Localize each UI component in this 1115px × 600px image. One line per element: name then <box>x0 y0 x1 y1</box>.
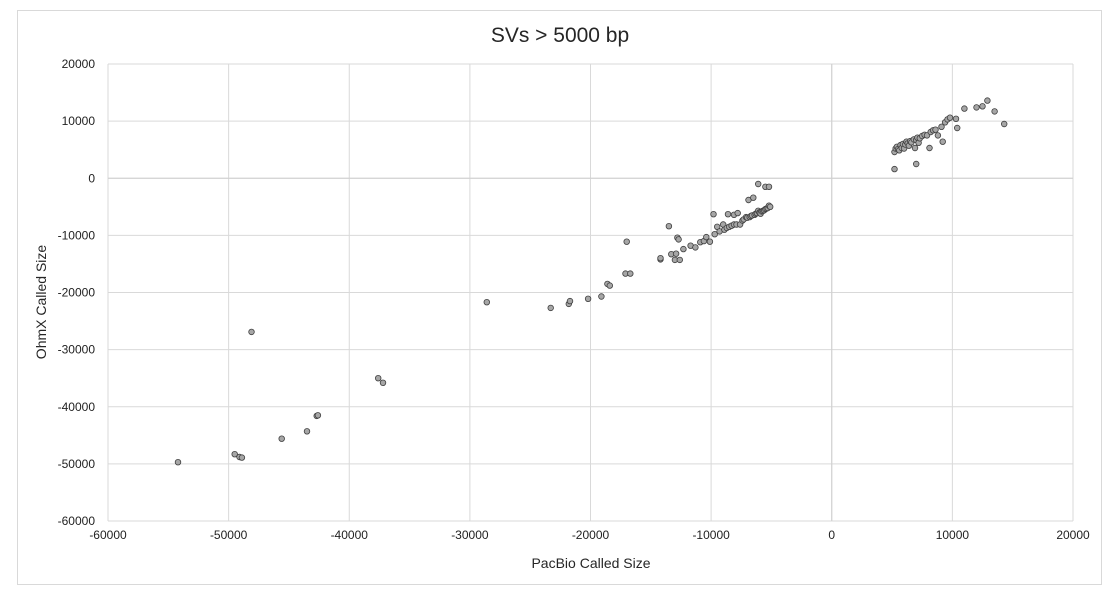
scatter-point <box>665 222 673 230</box>
scatter-point <box>952 115 960 122</box>
grid-lines <box>107 63 1074 522</box>
scatter-point <box>483 299 490 306</box>
y-tick-label: -60000 <box>58 514 96 528</box>
scatter-point <box>238 454 246 461</box>
scatter-point <box>724 210 732 218</box>
scatter-point <box>934 132 942 139</box>
scatter-point <box>938 123 945 130</box>
scatter-point <box>710 210 717 218</box>
x-tick-label: -40000 <box>331 528 369 542</box>
scatter-point <box>375 375 382 382</box>
scatter-point <box>566 297 574 305</box>
x-tick-label: 20000 <box>1056 528 1090 542</box>
scatter-point <box>692 244 699 251</box>
scatter-point <box>750 194 757 201</box>
y-axis-label: OhmX Called Size <box>33 245 49 360</box>
data-points <box>174 97 1008 466</box>
y-tick-label: -30000 <box>58 343 96 357</box>
scatter-point <box>946 114 954 121</box>
scatter-point <box>278 435 285 442</box>
y-tick-label: -50000 <box>58 457 96 471</box>
scatter-point <box>248 328 255 336</box>
x-tick-label: 10000 <box>936 528 970 542</box>
scatter-point <box>584 295 592 302</box>
y-tick-label: -10000 <box>58 228 96 242</box>
scatter-point <box>657 254 664 262</box>
scatter-point <box>627 270 634 277</box>
scatter-point <box>932 126 939 133</box>
y-tick-label: 10000 <box>62 114 96 128</box>
scatter-point <box>703 233 710 241</box>
scatter-point <box>734 209 741 217</box>
x-tick-label: -30000 <box>451 528 489 542</box>
scatter-point <box>711 230 718 238</box>
scatter-point <box>675 236 682 243</box>
y-tick-label: 0 <box>88 171 95 185</box>
scatter-point <box>984 97 991 104</box>
scatter-point <box>979 103 986 110</box>
chart-frame: -60000 -50000 -40000 -30000 -20000 -10000 0 100… <box>17 10 1102 585</box>
scatter-point <box>961 105 968 112</box>
scatter-point <box>303 428 311 435</box>
axes: -60000 -50000 -40000 -30000 -20000 -10000 0 100… <box>58 57 1090 542</box>
scatter-point <box>926 144 933 152</box>
scatter-point <box>991 108 998 115</box>
scatter-point <box>547 304 554 312</box>
scatter-point <box>606 282 613 289</box>
scatter-point <box>231 451 238 458</box>
scatter-point <box>598 293 605 300</box>
x-tick-label: -20000 <box>572 528 610 542</box>
scatter-point <box>379 379 387 386</box>
scatter-point <box>954 124 961 132</box>
scatter-point <box>676 256 683 264</box>
x-tick-label: 0 <box>828 528 835 542</box>
y-tick-label: -40000 <box>58 400 96 414</box>
chart-title: SVs > 5000 bp <box>491 24 629 47</box>
scatter-point <box>623 238 630 245</box>
scatter-point <box>911 144 919 152</box>
scatter-point <box>973 104 980 111</box>
x-tick-label: -60000 <box>89 528 127 542</box>
scatter-point <box>891 165 898 173</box>
scatter-point <box>174 459 182 466</box>
scatter-point <box>939 138 946 145</box>
scatter-point <box>1001 120 1008 128</box>
scatter-chart: -60000 -50000 -40000 -30000 -20000 -10000 0 100… <box>33 24 1090 571</box>
scatter-point <box>672 250 680 257</box>
scatter-point <box>913 160 920 168</box>
x-tick-label: -50000 <box>210 528 248 542</box>
x-axis-label: PacBio Called Size <box>531 555 650 571</box>
scatter-point <box>767 203 774 210</box>
scatter-point <box>765 183 773 190</box>
y-tick-label: -20000 <box>58 286 96 300</box>
scatter-point <box>755 180 762 188</box>
scatter-point <box>314 412 322 419</box>
scatter-point <box>680 245 687 253</box>
x-tick-label: -10000 <box>692 528 730 542</box>
scatter-point <box>706 238 714 245</box>
y-tick-label: 20000 <box>62 57 96 71</box>
